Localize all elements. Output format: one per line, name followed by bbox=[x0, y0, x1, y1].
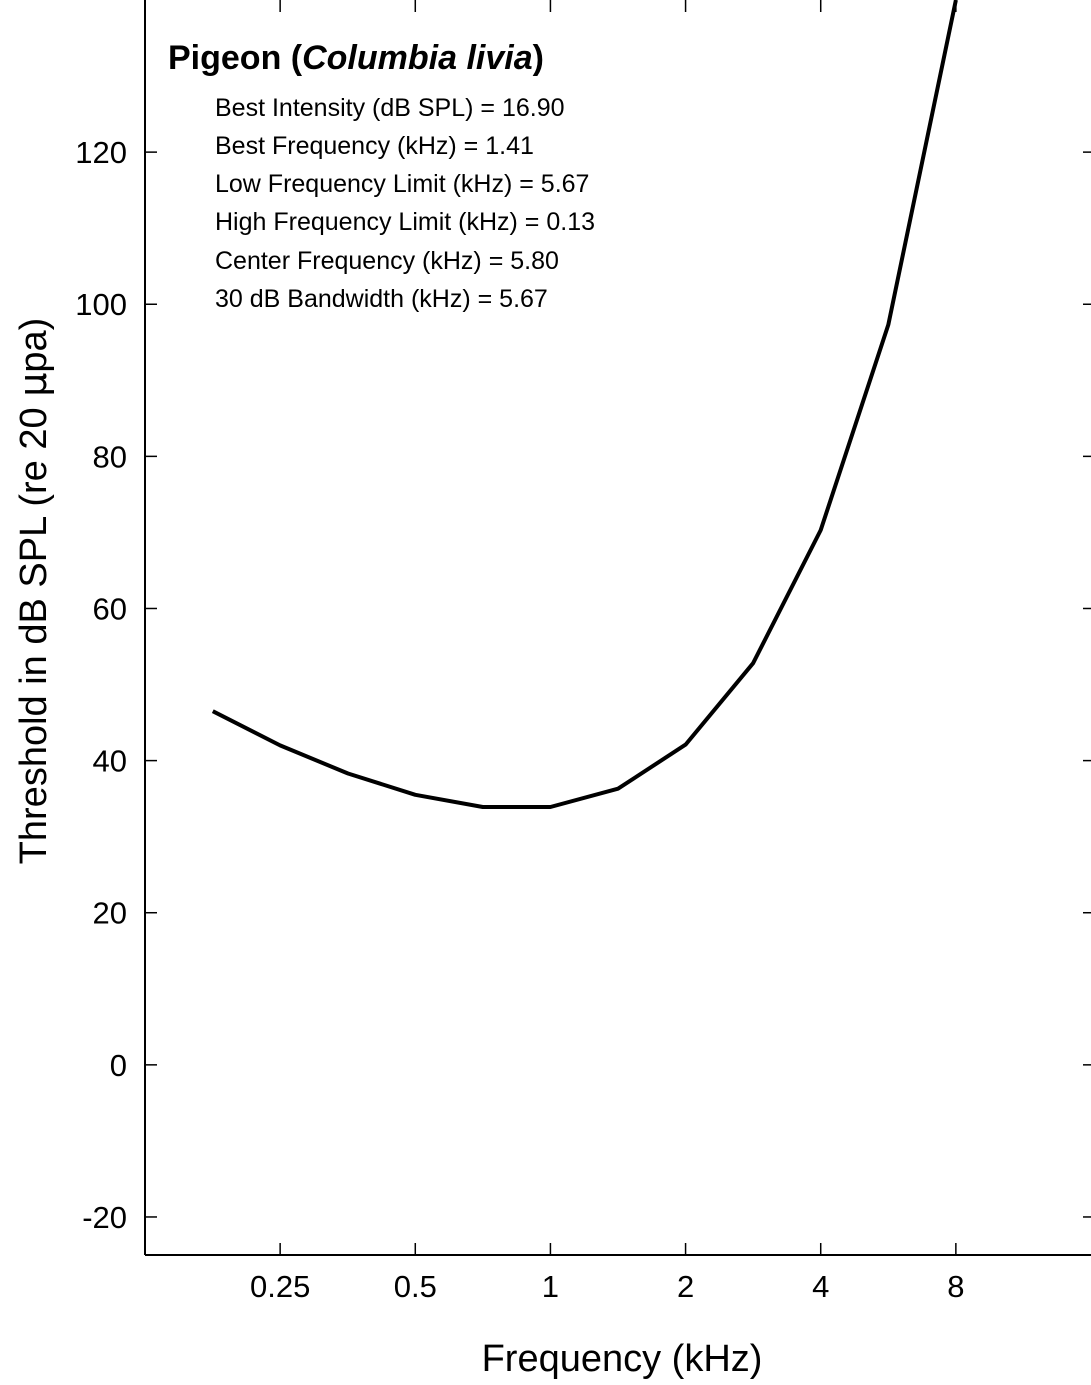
y-axis-title-mu: μ bbox=[11, 373, 55, 397]
x-tick-label: 1 bbox=[542, 1269, 559, 1304]
y-tick-label: 40 bbox=[93, 744, 127, 779]
x-tick-label: 0.25 bbox=[250, 1269, 310, 1304]
chart-title-prefix: Pigeon ( bbox=[168, 39, 303, 77]
stat-low-frequency-limit: Low Frequency Limit (kHz) = 5.67 bbox=[215, 170, 589, 198]
stat-center-frequency: Center Frequency (kHz) = 5.80 bbox=[215, 247, 559, 275]
plot-frame bbox=[144, 0, 1091, 1256]
y-tick-label: 60 bbox=[93, 591, 127, 626]
chart-title: Pigeon (Columbia livia) bbox=[168, 39, 544, 77]
x-tick-label: 4 bbox=[812, 1269, 829, 1304]
y-tick-label: 0 bbox=[110, 1048, 127, 1083]
x-tick-label: 2 bbox=[677, 1269, 694, 1304]
threshold-curve bbox=[211, 0, 958, 809]
stat-bandwidth: 30 dB Bandwidth (kHz) = 5.67 bbox=[215, 285, 548, 313]
y-tick-label: 20 bbox=[93, 896, 127, 931]
chart-title-species: Columbia livia bbox=[302, 39, 533, 77]
chart-title-suffix: ) bbox=[533, 39, 544, 77]
y-tick-label: -20 bbox=[82, 1200, 127, 1235]
y-axis-title-prefix: Threshold in dB SPL (re 20 bbox=[13, 397, 55, 865]
y-tick-label: 80 bbox=[93, 439, 127, 474]
series-group bbox=[211, 0, 958, 809]
y-axis-title-suffix: pa) bbox=[13, 318, 55, 373]
y-axis-ticks: -20 0 20 40 60 80 100 120 bbox=[75, 135, 1091, 1235]
y-axis-title: Threshold in dB SPL (re 20 μpa) bbox=[11, 318, 55, 865]
y-tick-label: 120 bbox=[75, 135, 127, 170]
stat-best-intensity: Best Intensity (dB SPL) = 16.90 bbox=[215, 94, 565, 122]
stat-best-frequency: Best Frequency (kHz) = 1.41 bbox=[215, 132, 534, 160]
stats-block: Best Intensity (dB SPL) = 16.90 Best Fre… bbox=[215, 94, 595, 313]
x-tick-label: 0.5 bbox=[394, 1269, 437, 1304]
x-axis-title: Frequency (kHz) bbox=[482, 1338, 763, 1380]
y-tick-label: 100 bbox=[75, 287, 127, 322]
stat-high-frequency-limit: High Frequency Limit (kHz) = 0.13 bbox=[215, 208, 595, 236]
x-tick-label: 8 bbox=[947, 1269, 964, 1304]
x-axis-ticks: 0.25 0.5 1 2 4 8 bbox=[250, 0, 964, 1304]
